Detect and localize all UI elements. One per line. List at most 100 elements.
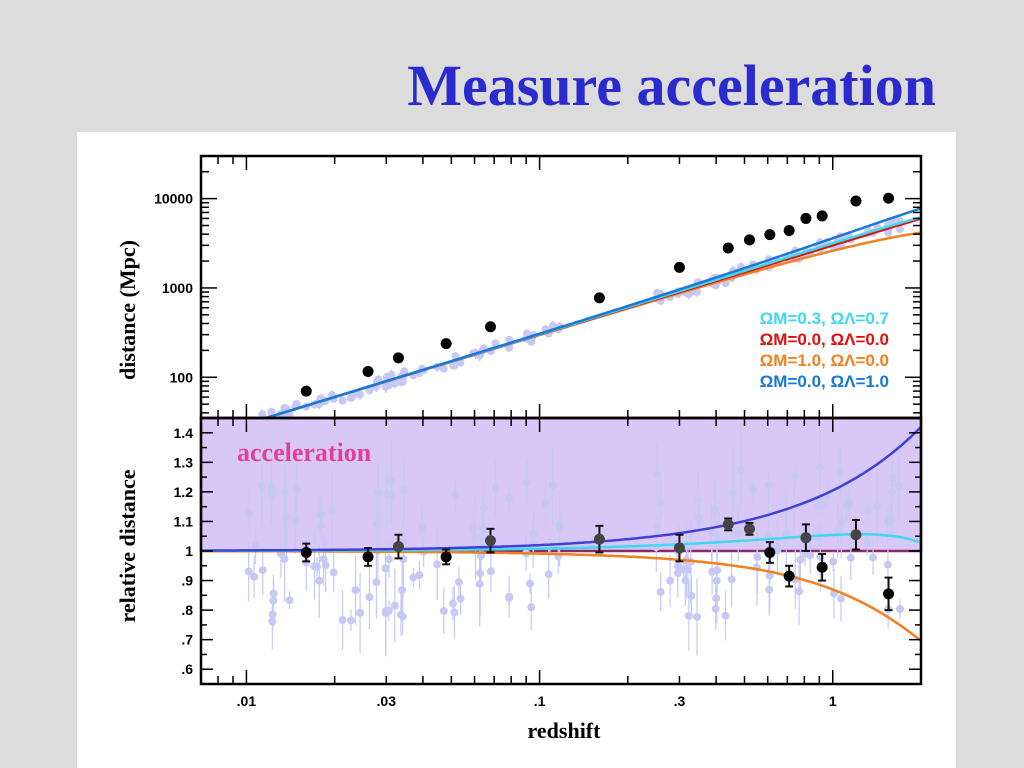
faint-point	[372, 519, 381, 528]
binned-point	[800, 212, 812, 224]
faint-point	[656, 588, 665, 597]
faint-point	[387, 477, 396, 486]
faint-point	[448, 361, 457, 370]
faint-point	[736, 466, 745, 475]
faint-point	[390, 601, 399, 610]
binned-point-with-error	[722, 517, 734, 532]
faint-point	[753, 553, 762, 562]
faint-point	[292, 399, 301, 408]
y-tick-label: 1000	[162, 280, 193, 296]
x-tick-label: .1	[534, 693, 546, 709]
faint-point	[454, 578, 463, 587]
faint-point	[681, 576, 690, 585]
faint-point	[456, 594, 465, 603]
faint-point	[315, 576, 324, 585]
faint-point	[846, 553, 855, 562]
faint-point	[400, 486, 409, 495]
figure-panel: 100 1000 10000.6.7.8.9 1 1.1 1.2 1.3 1.4.01.03.…	[77, 132, 956, 768]
faint-point	[796, 555, 805, 564]
faint-point	[381, 564, 390, 573]
faint-point	[555, 520, 564, 529]
faint-point	[837, 518, 846, 527]
faint-point	[372, 578, 381, 587]
faint-point	[833, 526, 842, 535]
faint-point	[791, 472, 800, 481]
binned-point	[440, 338, 452, 350]
faint-point	[814, 501, 823, 510]
faint-point	[764, 480, 773, 489]
binned-point-with-error	[850, 518, 862, 551]
acceleration-label: acceleration	[237, 438, 372, 467]
faint-point	[356, 608, 365, 617]
binned-point-with-error	[800, 523, 812, 552]
faint-point	[782, 529, 791, 538]
binned-point	[783, 224, 795, 236]
faint-point	[842, 501, 851, 510]
faint-point	[529, 530, 538, 539]
faint-point	[895, 481, 904, 490]
faint-point	[321, 561, 330, 570]
binned-point-with-error	[673, 533, 685, 563]
faint-point	[712, 594, 721, 603]
tick-labels: 100100010000.6.7.8.911.11.21.31.4.01.03.…	[154, 191, 837, 709]
faint-point	[713, 566, 722, 575]
legend-entry: ΩM=0.0, ΩΛ=1.0	[760, 372, 889, 391]
faint-point	[381, 382, 390, 391]
faint-point	[544, 570, 553, 579]
faint-point	[381, 609, 390, 618]
binned-point	[392, 352, 404, 364]
faint-point	[888, 473, 897, 482]
faint-point	[245, 508, 254, 517]
hubble-diagram-figure: 100100010000.6.7.8.911.11.21.31.4.01.03.…	[115, 154, 923, 743]
binned-point	[743, 234, 755, 246]
faint-point	[292, 484, 301, 493]
faint-point	[313, 562, 322, 571]
faint-point	[374, 375, 383, 384]
legend: ΩM=0.3, ΩΛ=0.7 ΩM=0.0, ΩΛ=0.0 ΩM=1.0, ΩΛ=0…	[760, 309, 889, 391]
faint-point	[479, 503, 488, 512]
faint-point	[863, 539, 872, 548]
x-axis-title: redshift	[528, 718, 602, 743]
faint-point	[433, 560, 442, 569]
x-tick-label: 1	[829, 693, 837, 709]
faint-point	[829, 557, 838, 566]
faint-point	[653, 523, 662, 532]
faint-point	[729, 488, 738, 497]
y-tick-label: 100	[170, 369, 194, 385]
y-tick-label: 1	[185, 543, 193, 559]
faint-point	[409, 573, 418, 582]
faint-point	[382, 489, 391, 498]
faint-point	[707, 528, 716, 537]
faint-point	[267, 483, 276, 492]
faint-point	[258, 566, 267, 575]
faint-point	[693, 287, 702, 296]
faint-point	[390, 379, 399, 388]
y-tick-label: 1.3	[174, 454, 194, 470]
faint-point	[695, 513, 704, 522]
faint-point	[258, 481, 267, 490]
y-tick-label: 1.1	[174, 513, 194, 529]
legend-entry: ΩM=0.0, ΩΛ=0.0	[760, 330, 889, 349]
binned-point	[764, 229, 776, 241]
faint-point	[415, 571, 424, 580]
faint-point	[883, 560, 892, 569]
binned-point	[300, 385, 312, 397]
model-curve-lambda	[261, 207, 921, 418]
binned-point	[362, 366, 374, 378]
faint-point	[895, 225, 904, 234]
faint-point	[329, 568, 338, 577]
faint-point	[548, 481, 557, 490]
faint-point	[374, 488, 383, 497]
faint-point	[873, 502, 882, 511]
faint-point	[525, 579, 534, 588]
faint-point	[417, 523, 426, 532]
binned-point	[593, 292, 605, 304]
binned-point	[673, 261, 685, 273]
faint-point	[250, 572, 259, 581]
faint-point	[734, 528, 743, 537]
faint-point	[347, 616, 356, 625]
faint-point	[806, 551, 815, 560]
faint-point	[398, 586, 407, 595]
binned-point-with-error	[743, 521, 755, 536]
faint-point	[477, 551, 486, 560]
